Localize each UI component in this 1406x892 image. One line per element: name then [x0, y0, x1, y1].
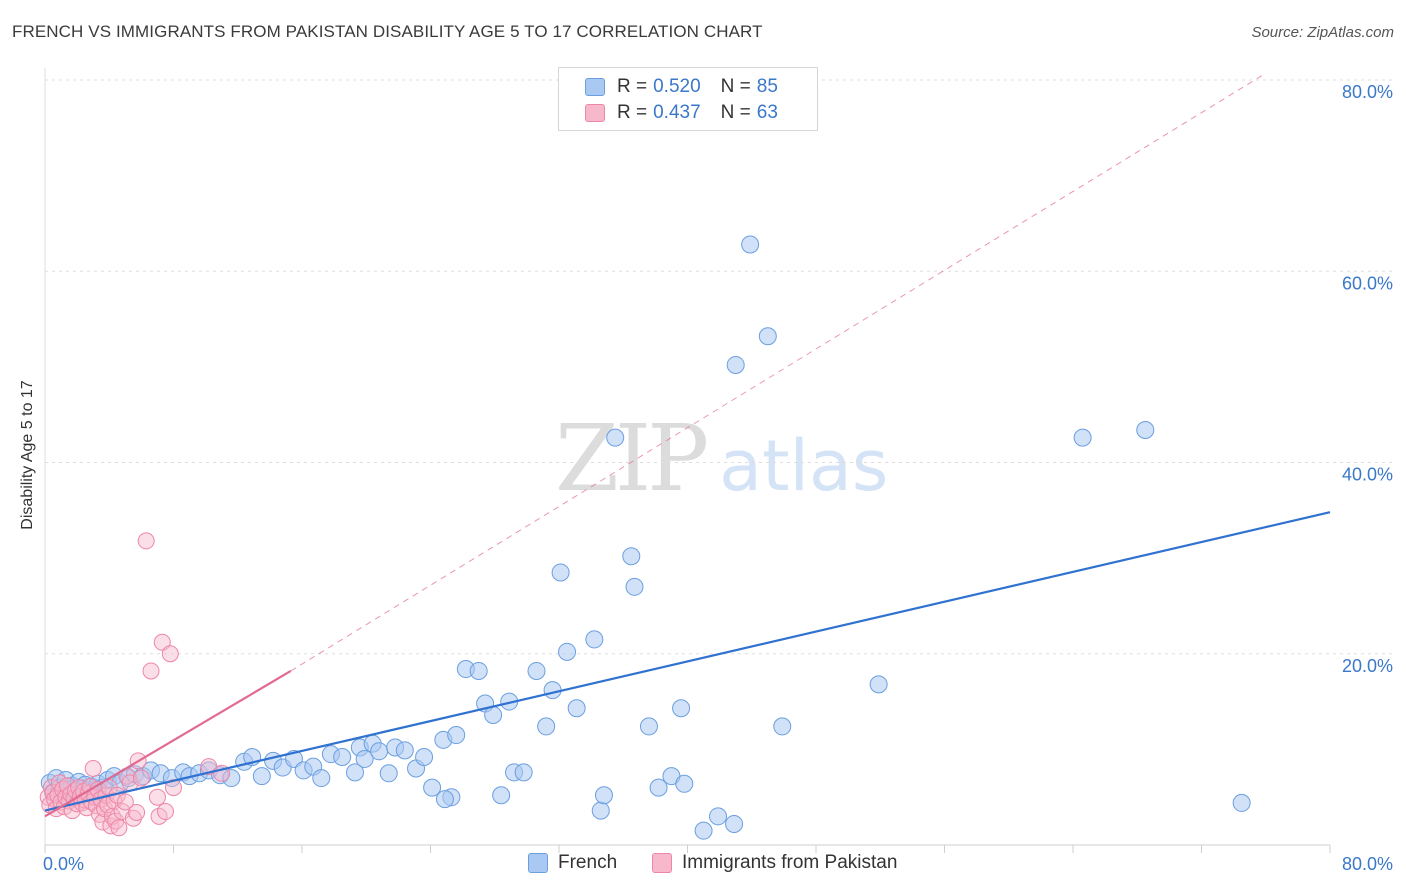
legend-item-pakistan: Immigrants from Pakistan: [652, 852, 897, 874]
y-axis-label: Disability Age 5 to 17: [19, 380, 36, 530]
pakistan-point: [116, 793, 134, 811]
french-legend-swatch: [528, 853, 548, 873]
french-point: [725, 814, 744, 833]
y-tick-label: 40.0%: [1342, 465, 1393, 485]
french-point: [625, 577, 644, 596]
french-point: [694, 821, 713, 840]
french-point: [514, 763, 533, 782]
french-point: [527, 661, 546, 680]
french-point: [672, 699, 691, 718]
pakistan-point: [110, 819, 128, 837]
source-credit: Source: ZipAtlas.com: [1251, 24, 1394, 41]
x-tick-label: 80.0%: [1342, 854, 1393, 874]
n-label: N =: [720, 76, 751, 97]
y-tick-label: 60.0%: [1342, 273, 1393, 293]
pakistan-point: [156, 803, 174, 821]
french-point: [469, 661, 488, 680]
french-point: [379, 764, 398, 783]
pakistan-point: [161, 645, 179, 663]
french-point: [1136, 420, 1155, 439]
french-point: [675, 774, 694, 793]
french-point: [639, 717, 658, 736]
french-point: [649, 778, 668, 797]
legend-row-pakistan: R = 0.437 N = 63: [585, 101, 778, 125]
legend-label-pakistan: Immigrants from Pakistan: [682, 852, 898, 873]
x-tick-label: 0.0%: [43, 854, 84, 874]
french-point: [758, 327, 777, 346]
french-point: [1073, 428, 1092, 447]
legend-row-french: R = 0.520 N = 85: [585, 75, 778, 99]
french-point: [1232, 793, 1251, 812]
french-point: [606, 428, 625, 447]
french-point: [447, 726, 466, 745]
french-point: [591, 801, 610, 820]
french-point: [370, 742, 389, 761]
french-point: [355, 749, 374, 768]
r-label: R =: [617, 76, 648, 97]
pakistan-trend-line: [44, 670, 292, 818]
french-point: [709, 807, 728, 826]
r-value: 0.437: [653, 102, 701, 123]
pakistan-point: [142, 662, 160, 680]
pakistan-trend-extension: [290, 74, 1263, 672]
pakistan-point: [124, 809, 142, 827]
pakistan-point: [137, 532, 155, 550]
french-point: [423, 778, 442, 797]
legend-label-french: French: [558, 852, 618, 873]
french-trend-line: [44, 511, 1331, 812]
pakistan-legend-swatch: [652, 853, 672, 873]
n-value: 85: [756, 76, 778, 97]
y-tick-label: 80.0%: [1342, 82, 1393, 102]
r-label: R =: [617, 102, 648, 123]
r-value: 0.520: [653, 76, 701, 97]
french-point: [537, 717, 556, 736]
french-point: [558, 642, 577, 661]
french-point: [869, 675, 888, 694]
french-point: [252, 767, 271, 786]
french-point: [543, 681, 562, 700]
french-point: [773, 717, 792, 736]
legend-item-french: French: [528, 852, 617, 874]
french-point: [435, 790, 454, 809]
pakistan-point: [148, 788, 166, 806]
french-point: [726, 355, 745, 374]
french-point: [622, 547, 641, 566]
french-point: [415, 748, 434, 767]
french-point: [346, 763, 365, 782]
french-point: [741, 235, 760, 254]
chart-title: FRENCH VS IMMIGRANTS FROM PAKISTAN DISAB…: [12, 22, 763, 41]
french-point: [567, 699, 586, 718]
series-legend: French Immigrants from Pakistan: [0, 852, 1406, 878]
french-point: [551, 563, 570, 582]
y-tick-label: 20.0%: [1342, 656, 1393, 676]
pakistan-point: [128, 803, 146, 821]
n-label: N =: [720, 102, 751, 123]
french-point: [312, 769, 331, 788]
french-swatch: [585, 78, 605, 96]
french-point: [222, 769, 241, 788]
pakistan-point: [94, 813, 112, 831]
french-point: [585, 630, 604, 649]
french-point: [492, 786, 511, 805]
correlation-legend: R = 0.520 N = 85 R = 0.437 N = 63: [558, 67, 818, 131]
n-value: 63: [756, 102, 778, 123]
pakistan-point: [132, 769, 150, 787]
french-point: [395, 741, 414, 760]
french-point: [333, 748, 352, 767]
pakistan-point: [84, 760, 102, 777]
pakistan-swatch: [585, 104, 605, 122]
french-point: [594, 786, 613, 805]
